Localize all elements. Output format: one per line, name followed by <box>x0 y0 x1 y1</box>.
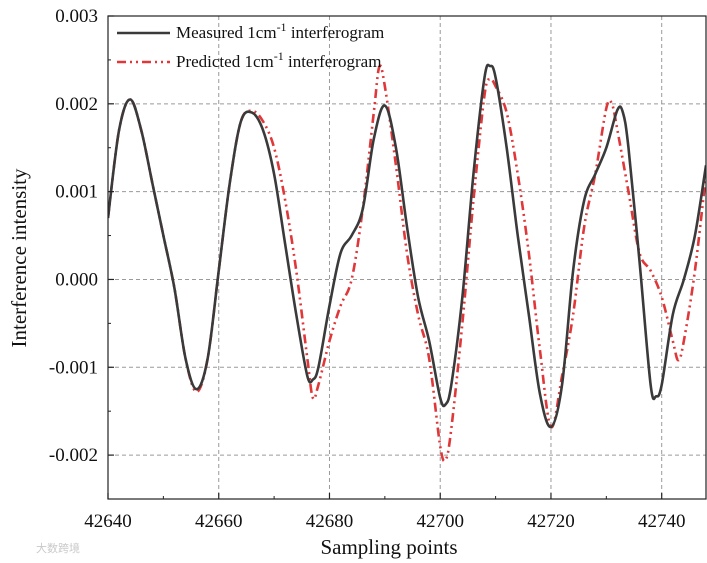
legend-label-predicted: Predicted 1cm-1 interferogram <box>176 49 381 71</box>
y-tick-label: 0.001 <box>55 182 98 203</box>
y-tick-label: 0.003 <box>55 6 98 27</box>
watermark-text: 大数跨境 <box>36 541 80 555</box>
x-axis-title: Sampling points <box>320 535 457 559</box>
series-layer <box>108 63 706 463</box>
x-tick-label: 42700 <box>416 511 464 532</box>
y-tick-label: -0.002 <box>49 445 98 466</box>
axis-ticks <box>107 15 663 500</box>
legend: Measured 1cm-1 interferogram Predicted 1… <box>117 20 384 71</box>
y-tick-label: -0.001 <box>49 357 98 378</box>
series-line-measured <box>108 63 706 429</box>
x-tick-label: 42720 <box>527 511 575 532</box>
x-tick-labels: 42640 42660 42680 42700 42720 42740 <box>84 511 685 532</box>
x-tick-label: 42640 <box>84 511 132 532</box>
y-axis-title: Interference intensity <box>7 168 31 347</box>
y-tick-label: 0.000 <box>55 269 98 290</box>
x-tick-label: 42740 <box>638 511 686 532</box>
series-line-predicted <box>108 64 706 463</box>
x-tick-label: 42680 <box>306 511 354 532</box>
x-tick-label: 42660 <box>195 511 243 532</box>
legend-label-measured: Measured 1cm-1 interferogram <box>176 20 384 42</box>
y-tick-label: 0.002 <box>55 94 98 115</box>
y-tick-labels: -0.002 -0.001 0.000 0.001 0.002 0.003 <box>49 6 98 466</box>
plot-frame <box>107 15 707 500</box>
